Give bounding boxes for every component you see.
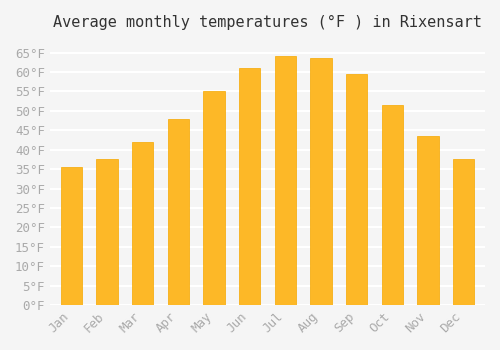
- Bar: [132, 142, 154, 305]
- Bar: [239, 68, 260, 305]
- Bar: [203, 91, 224, 305]
- Bar: [346, 74, 368, 305]
- Bar: [382, 105, 403, 305]
- Bar: [274, 56, 296, 305]
- Bar: [168, 119, 189, 305]
- Bar: [310, 58, 332, 305]
- Bar: [417, 136, 438, 305]
- Bar: [453, 159, 474, 305]
- Title: Average monthly temperatures (°F ) in Rixensart: Average monthly temperatures (°F ) in Ri…: [53, 15, 482, 30]
- Bar: [60, 167, 82, 305]
- Bar: [96, 159, 118, 305]
